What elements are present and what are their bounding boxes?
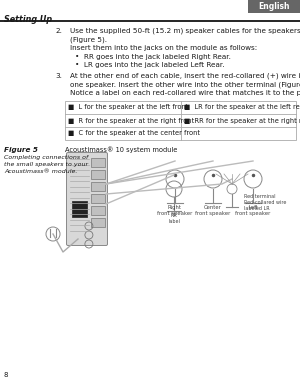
- FancyBboxPatch shape: [91, 206, 105, 215]
- Text: Insert them into the jacks on the module as follows:: Insert them into the jacks on the module…: [70, 45, 257, 51]
- Text: ■  L for the speaker at the left front: ■ L for the speaker at the left front: [68, 104, 188, 111]
- Text: labeled LR: labeled LR: [244, 206, 270, 211]
- Text: Left
front speaker: Left front speaker: [235, 205, 271, 216]
- Text: Completing connections of: Completing connections of: [4, 155, 88, 160]
- Text: English: English: [258, 2, 290, 11]
- Text: Acoustimass® module.: Acoustimass® module.: [4, 169, 77, 174]
- FancyBboxPatch shape: [91, 182, 105, 191]
- Text: Setting Up: Setting Up: [4, 15, 52, 24]
- Text: the small speakers to your: the small speakers to your: [4, 162, 88, 167]
- FancyBboxPatch shape: [67, 152, 107, 246]
- Text: ■  LR for the speaker at the left rear: ■ LR for the speaker at the left rear: [184, 104, 300, 111]
- Text: At the other end of each cable, insert the red-collared (+) wire into the red (+: At the other end of each cable, insert t…: [70, 73, 300, 79]
- Text: (Figure 5).: (Figure 5).: [70, 36, 107, 43]
- Text: 8: 8: [4, 372, 8, 378]
- Text: ■  R for the speaker at the right front: ■ R for the speaker at the right front: [68, 118, 194, 123]
- Text: Figure 5: Figure 5: [4, 147, 38, 153]
- FancyBboxPatch shape: [91, 158, 105, 167]
- Text: ■  C for the speaker at the center front: ■ C for the speaker at the center front: [68, 130, 200, 137]
- Text: •  LR goes into the jack labeled Left Rear.: • LR goes into the jack labeled Left Rea…: [75, 62, 224, 68]
- Text: 2.: 2.: [55, 28, 62, 34]
- Text: Acoustimass® 10 system module: Acoustimass® 10 system module: [65, 146, 177, 152]
- FancyBboxPatch shape: [65, 101, 296, 140]
- Text: Red terminal: Red terminal: [244, 194, 275, 199]
- Text: Center
front speaker: Center front speaker: [195, 205, 231, 216]
- Text: Notice a label on each red-collared wire that matches it to the proper speaker:: Notice a label on each red-collared wire…: [70, 90, 300, 95]
- Text: 3.: 3.: [55, 73, 62, 78]
- Text: •  RR goes into the jack labeled Right Rear.: • RR goes into the jack labeled Right Re…: [75, 54, 231, 59]
- Text: RR
label: RR label: [168, 213, 180, 224]
- Text: Red-collared wire: Red-collared wire: [244, 200, 286, 205]
- Text: Right
front speaker: Right front speaker: [157, 205, 193, 216]
- Text: one speaker. Insert the other wire into the other terminal (Figure 5).: one speaker. Insert the other wire into …: [70, 81, 300, 88]
- FancyBboxPatch shape: [91, 170, 105, 179]
- FancyBboxPatch shape: [91, 194, 105, 203]
- FancyBboxPatch shape: [248, 0, 300, 13]
- Text: Use the supplied 50-ft (15.2 m) speaker cables for the speakers at the rear of y: Use the supplied 50-ft (15.2 m) speaker …: [70, 28, 300, 35]
- FancyBboxPatch shape: [91, 218, 105, 227]
- Text: ■  RR for the speaker at the right rear: ■ RR for the speaker at the right rear: [184, 118, 300, 123]
- FancyBboxPatch shape: [72, 201, 87, 217]
